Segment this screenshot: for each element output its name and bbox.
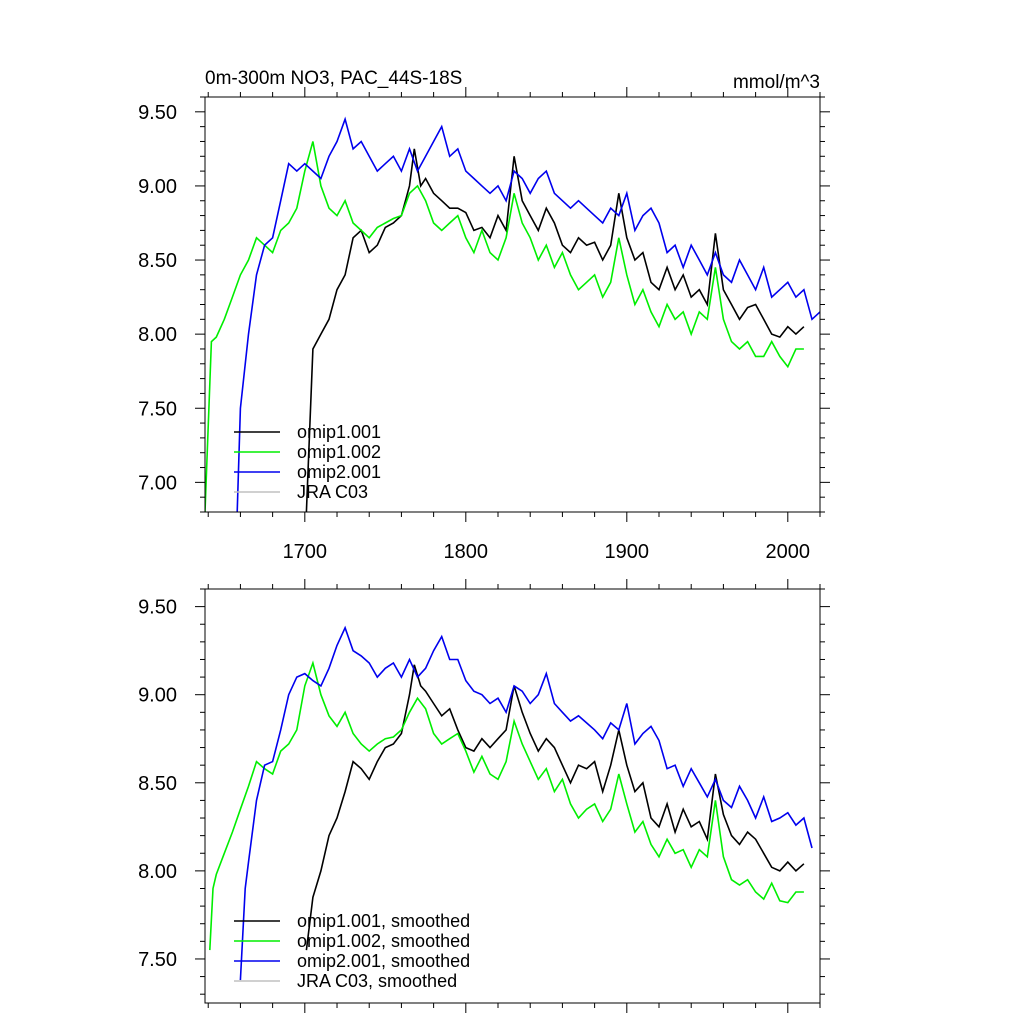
- top-chart-title: 0m-300m NO3, PAC_44S-18S: [205, 68, 462, 89]
- plot-frame: [204, 588, 821, 1004]
- legend-label: omip1.002, smoothed: [297, 931, 470, 951]
- series-line-1: [305, 664, 805, 951]
- legend-label: omip1.001: [297, 422, 381, 442]
- y-tick-label: 8.50: [138, 250, 177, 272]
- x-tick-label: 2000: [766, 541, 811, 563]
- y-tick-label: 7.00: [138, 472, 177, 494]
- x-tick-label: 1800: [444, 541, 489, 563]
- legend-label: omip2.001: [297, 462, 381, 482]
- legend-label: omip1.001, smoothed: [297, 911, 470, 931]
- y-tick-label: 8.00: [138, 324, 177, 346]
- series-line-2: [209, 660, 804, 951]
- y-tick-label: 9.00: [138, 176, 177, 198]
- y-tick-label: 8.00: [138, 861, 177, 883]
- legend-label: omip1.002: [297, 442, 381, 462]
- chart-panel-1: 7.00 7.50 8.00 8.50 9.00 9.50 1700 1800 1900 2000…: [138, 87, 830, 563]
- x-tick-label: 1700: [283, 541, 328, 563]
- y-tick-label: 7.50: [138, 398, 177, 420]
- series-line-3: [239, 625, 813, 981]
- y-tick-label: 9.50: [138, 102, 177, 124]
- legend-label: JRA C03: [297, 482, 368, 502]
- y-tick-label: 9.00: [138, 685, 177, 707]
- y-tick-label: 8.50: [138, 773, 177, 795]
- top-chart-units: mmol/m^3: [733, 72, 820, 93]
- series-line-3: [236, 116, 820, 512]
- y-tick-label: 7.50: [138, 949, 177, 971]
- legend-label: JRA C03, smoothed: [297, 971, 457, 991]
- x-tick-label: 1900: [605, 541, 650, 563]
- legend-label: omip2.001, smoothed: [297, 951, 470, 971]
- series-line-2: [205, 141, 804, 512]
- y-tick-label: 9.50: [138, 597, 177, 619]
